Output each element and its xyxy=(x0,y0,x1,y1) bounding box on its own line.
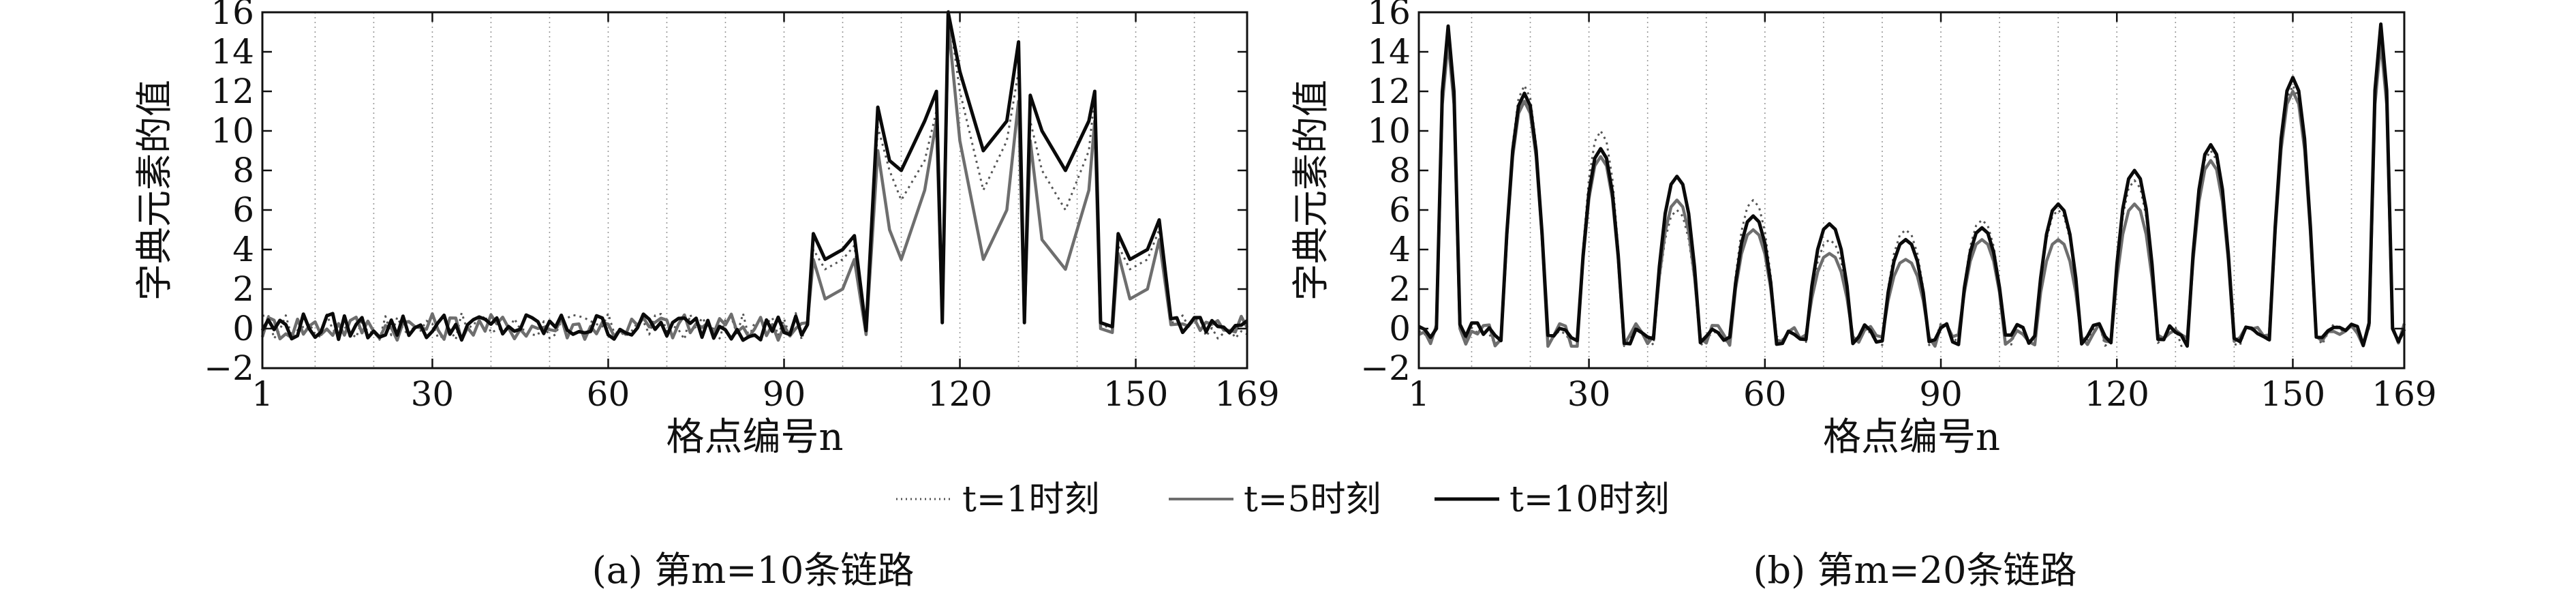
y-tick-label: 2 xyxy=(232,269,254,309)
x-tick-label: 150 xyxy=(1103,374,1168,414)
x-tick-label: 150 xyxy=(2260,374,2325,414)
y-tick-label: 10 xyxy=(211,111,254,151)
y-tick-label: 10 xyxy=(1367,111,1411,151)
series-line-t5 xyxy=(1418,40,2406,348)
y-tick-label: 14 xyxy=(211,32,254,72)
y-tick-label: 4 xyxy=(232,230,254,269)
axes-frame xyxy=(261,11,1248,370)
y-tick-label: −2 xyxy=(1360,348,1411,388)
x-tick-label: 169 xyxy=(2372,374,2436,414)
x-tick-label: 1 xyxy=(1408,374,1430,414)
x-axis-label: 格点编号n xyxy=(1823,415,2000,460)
y-tick-label: 8 xyxy=(1389,151,1411,190)
y-tick-label: −2 xyxy=(204,348,254,388)
legend-label-t1: t=1时刻 xyxy=(962,479,1100,520)
y-tick-label: 16 xyxy=(1367,0,1411,32)
y-tick-label: 6 xyxy=(232,190,254,230)
x-axis-label: 格点编号n xyxy=(666,415,843,460)
series-line-t1 xyxy=(1418,31,2406,348)
y-tick-label: 2 xyxy=(1389,269,1411,309)
x-tick-label: 169 xyxy=(1214,374,1279,414)
y-tick-label: 12 xyxy=(211,72,254,111)
x-tick-label: 60 xyxy=(1743,374,1787,414)
y-tick-label: 4 xyxy=(1389,230,1411,269)
caption-b: (b) 第m=20条链路 xyxy=(1753,549,2076,592)
series-line-t1 xyxy=(262,7,1248,341)
x-tick-label: 120 xyxy=(2085,374,2149,414)
series-line-t10 xyxy=(1417,22,2406,348)
x-tick-label: 90 xyxy=(763,374,806,414)
series-line-t5 xyxy=(260,20,1248,342)
y-tick-label: 16 xyxy=(211,0,254,32)
axes-frame xyxy=(1417,11,2406,370)
x-tick-label: 60 xyxy=(587,374,630,414)
x-tick-label: 1 xyxy=(251,374,273,414)
x-tick-label: 30 xyxy=(1567,374,1611,414)
y-tick-label: 8 xyxy=(232,151,254,190)
y-tick-label: 12 xyxy=(1367,72,1411,111)
caption-a: (a) 第m=10条链路 xyxy=(592,549,915,592)
x-tick-label: 30 xyxy=(411,374,455,414)
y-axis-label: 字典元素的值 xyxy=(133,80,176,301)
y-tick-label: 14 xyxy=(1367,32,1411,72)
legend-label-t10: t=10时刻 xyxy=(1509,479,1670,520)
series-line-t10 xyxy=(260,10,1248,342)
x-tick-label: 90 xyxy=(1919,374,1963,414)
legend: t=1时刻 t=5时刻 t=10时刻 xyxy=(896,479,1670,520)
y-tick-label: 6 xyxy=(1389,190,1411,230)
y-tick-label: 0 xyxy=(1389,309,1411,348)
legend-label-t5: t=5时刻 xyxy=(1244,479,1381,520)
x-tick-label: 120 xyxy=(927,374,992,414)
y-tick-label: 0 xyxy=(232,309,254,348)
y-axis-label: 字典元素的值 xyxy=(1289,80,1332,301)
